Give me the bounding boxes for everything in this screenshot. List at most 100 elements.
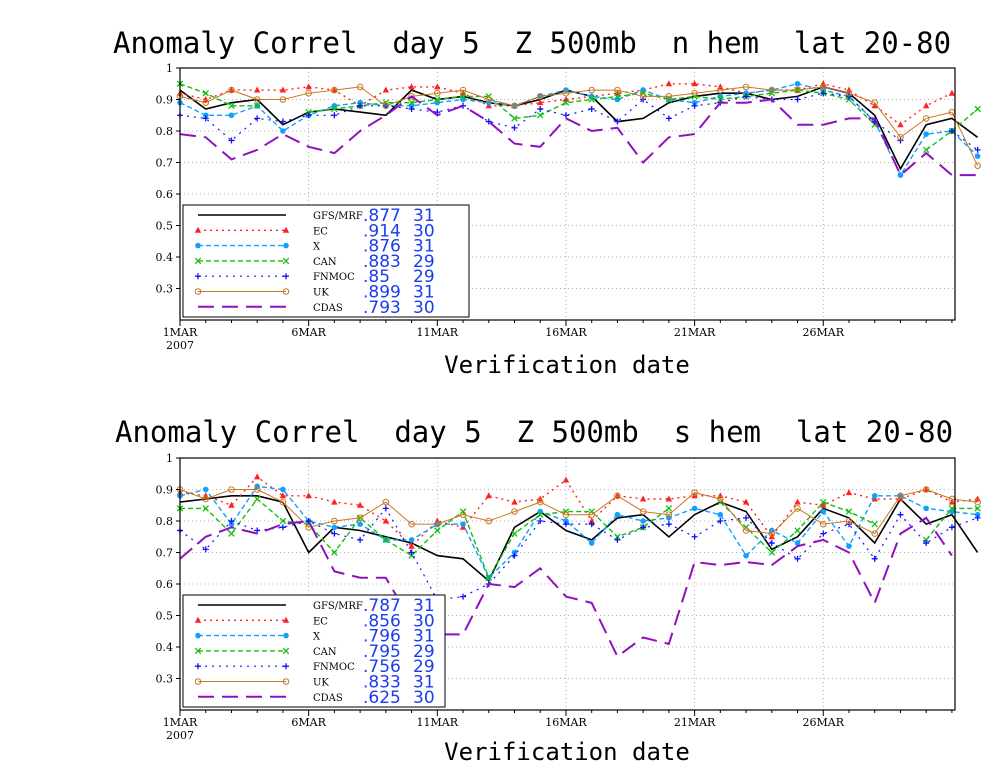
data-point: [408, 542, 415, 549]
legend-entry: X .876 31: [195, 237, 435, 257]
legend-marker: [195, 663, 201, 670]
legend-count-value: 31: [413, 596, 435, 616]
legend-mean-value: .625: [363, 688, 401, 708]
legend-marker: [282, 647, 290, 655]
data-point: [923, 131, 929, 137]
data-point: [794, 86, 801, 94]
data-point: [382, 536, 390, 544]
y-tick-label: 0.6: [156, 578, 174, 591]
data-point: [228, 501, 235, 508]
data-point: [202, 112, 209, 119]
data-point: [691, 505, 698, 512]
legend-series-name: EC: [313, 226, 328, 237]
y-tick-label: 0.4: [156, 251, 174, 264]
legend-mean-value: .833: [363, 673, 401, 693]
legend-mean-value: .796: [363, 627, 401, 647]
data-point: [536, 498, 544, 506]
data-point: [408, 537, 415, 543]
legend-count-value: 30: [413, 688, 435, 708]
data-point: [382, 505, 389, 512]
data-point: [357, 102, 364, 109]
legend-entry: X .796 31: [195, 627, 435, 647]
x-tick-label-year: 2007: [166, 729, 194, 742]
series-line: [179, 495, 979, 583]
series-line: [179, 488, 978, 535]
legend-series-name: CAN: [313, 647, 337, 658]
legend-marker: [195, 273, 201, 280]
data-point: [279, 524, 286, 531]
x-axis-title: Verification date: [444, 738, 690, 766]
data-point: [614, 93, 621, 100]
data-point: [742, 498, 750, 505]
data-point: [923, 505, 929, 512]
data-point: [794, 80, 801, 87]
chart-panel-2: Anomaly Correl day 5 Z 500mb s hem lat 2…: [115, 415, 981, 766]
series-line: [179, 507, 978, 601]
data-point: [948, 505, 956, 512]
data-point: [408, 520, 415, 528]
data-point: [768, 549, 776, 556]
legend-series-name: GFS/MRF: [313, 601, 363, 612]
data-point: [305, 83, 312, 90]
data-point: [305, 518, 312, 524]
data-point: [922, 146, 930, 154]
data-point: [794, 555, 801, 562]
legend-mean-value: .756: [363, 657, 401, 677]
data-point: [717, 86, 724, 94]
data-point: [768, 540, 775, 547]
y-tick-label: 0.7: [156, 547, 174, 560]
legend-entry: FNMOC .85 29: [195, 267, 435, 287]
data-point: [897, 121, 904, 128]
legend-series-name: CDAS: [313, 303, 343, 314]
legend-series-name: FNMOC: [313, 662, 355, 673]
data-point: [820, 498, 827, 506]
data-point: [280, 128, 286, 134]
x-tick-label: 11MAR: [417, 326, 459, 339]
data-point: [588, 521, 595, 528]
legend-entry: GFS/MRF .877 31: [198, 206, 435, 226]
legend-count-value: 29: [413, 642, 435, 662]
y-tick-label: 1: [166, 452, 173, 465]
legend-mean-value: .856: [363, 611, 401, 631]
legend-count-value: 29: [413, 252, 435, 272]
data-point: [819, 83, 827, 91]
y-tick-label: 0.9: [156, 94, 174, 107]
legend-marker: [282, 257, 290, 265]
legend-entry: CAN .883 29: [194, 252, 435, 272]
data-point: [253, 102, 261, 110]
y-tick-label: 0.8: [156, 515, 174, 528]
legend-entry: CDAS .625 30: [198, 688, 435, 708]
data-point: [202, 115, 209, 122]
data-point: [279, 517, 287, 525]
data-point: [253, 86, 261, 93]
data-point: [614, 511, 621, 518]
data-point: [562, 89, 570, 97]
data-point: [665, 80, 673, 87]
data-point: [485, 517, 493, 525]
data-point: [974, 162, 981, 169]
data-point: [511, 102, 518, 110]
data-point: [639, 93, 647, 100]
x-tick-label: 6MAR: [291, 326, 326, 339]
data-point: [974, 146, 981, 153]
data-point: [202, 495, 210, 503]
data-point: [846, 543, 852, 549]
data-point: [459, 511, 467, 519]
data-point: [356, 83, 364, 91]
series-line: [179, 86, 979, 166]
data-point: [254, 527, 261, 534]
y-axis: 0.3 0.4 0.5 0.6 0.7 0.8 0.9 1: [156, 452, 180, 686]
y-tick-label: 0.5: [156, 220, 174, 233]
data-point: [588, 540, 595, 546]
data-point: [922, 102, 930, 109]
data-point: [717, 495, 724, 503]
data-point: [202, 546, 209, 553]
legend-marker: [194, 678, 202, 685]
data-point: [614, 533, 621, 541]
data-point: [742, 83, 750, 91]
data-point: [434, 89, 441, 97]
legend-series-name: EC: [313, 616, 328, 627]
x-tick-label: 11MAR: [417, 716, 459, 729]
data-point: [202, 486, 209, 493]
legend-mean-value: .899: [363, 283, 401, 303]
